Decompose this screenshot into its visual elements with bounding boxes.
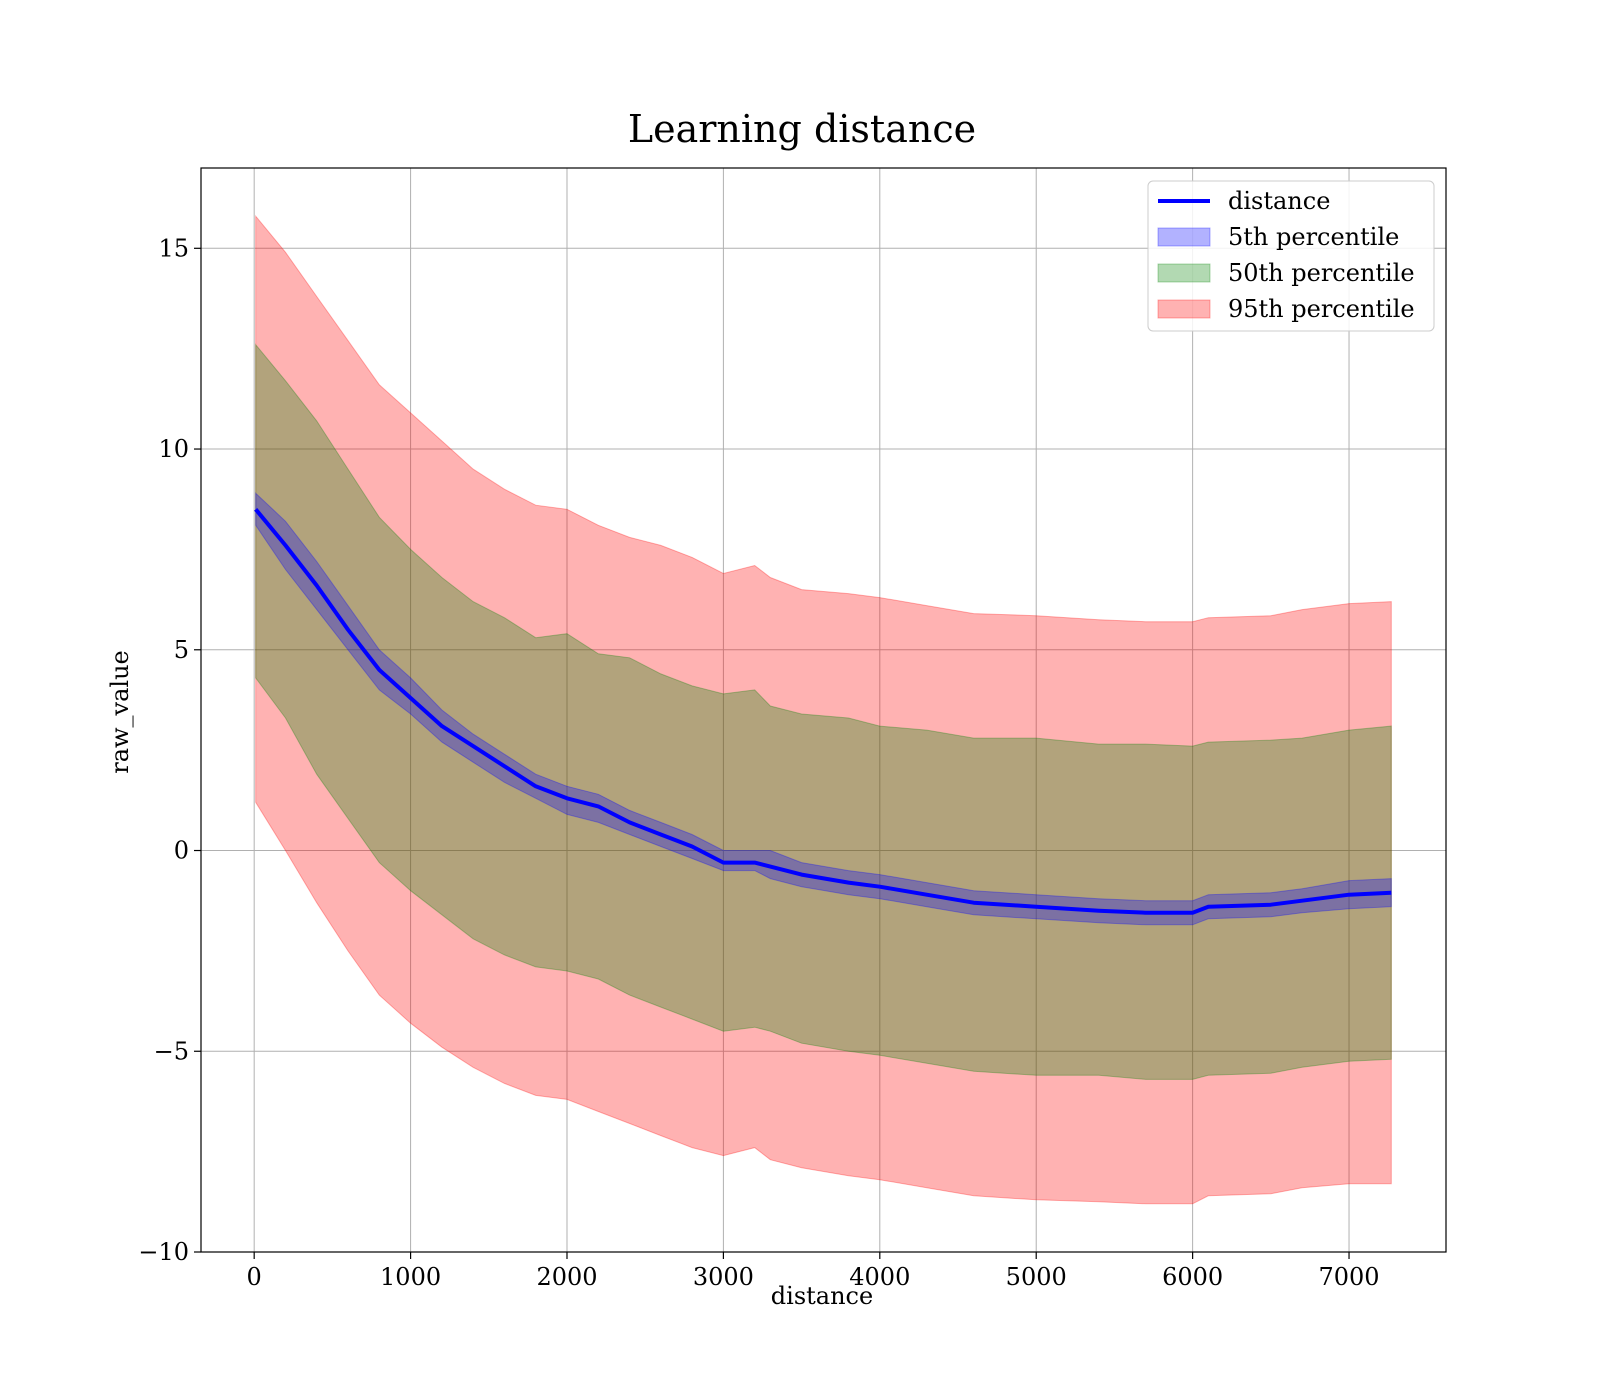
legend-swatch-50th-percentile	[1157, 263, 1211, 283]
band-5th-percentile	[255, 492, 1392, 926]
legend-label-50th-percentile: 50th percentile	[1228, 259, 1415, 287]
percentile-bands	[255, 214, 1392, 1205]
y-tick-label-3: 5	[174, 636, 189, 664]
legend-label-95th-percentile: 95th percentile	[1228, 295, 1415, 323]
x-tick-label-7: 7000	[1318, 1263, 1379, 1291]
legend-swatch-95th-percentile	[1157, 299, 1211, 319]
x-tick-label-5: 5000	[1006, 1263, 1067, 1291]
y-tick-label-2: 0	[174, 837, 189, 865]
x-tick-label-3: 3000	[693, 1263, 754, 1291]
x-tick-label-0: 0	[247, 1263, 262, 1291]
x-axis-ticks: 0 1000 2000 3000 4000 5000 6000 7000	[247, 1252, 1380, 1291]
legend-label-distance: distance	[1228, 187, 1330, 215]
x-axis-label: distance	[771, 1282, 873, 1310]
legend-swatch-5th-percentile	[1157, 227, 1211, 247]
legend: distance 5th percentile 50th percentile 95t…	[1147, 180, 1435, 332]
x-tick-label-4: 4000	[849, 1263, 910, 1291]
band-95th-percentile	[255, 214, 1392, 1205]
x-tick-label-2: 2000	[536, 1263, 597, 1291]
y-tick-label-5: 15	[158, 234, 189, 262]
x-tick-label-6: 6000	[1162, 1263, 1223, 1291]
y-tick-label-1: −5	[154, 1037, 189, 1065]
distance-line	[254, 508, 1392, 915]
y-tick-label-0: −10	[138, 1238, 189, 1266]
chart-title: Learning distance	[628, 107, 976, 151]
y-tick-label-4: 10	[158, 435, 189, 463]
y-axis-label: raw_value	[106, 650, 134, 774]
legend-box	[1147, 180, 1435, 332]
plot-frame	[200, 167, 1447, 1253]
y-axis-ticks: −10 −5 0 5 10 15	[138, 234, 201, 1266]
band-50th-percentile	[255, 343, 1392, 1080]
x-tick-label-1: 1000	[380, 1263, 441, 1291]
legend-label-5th-percentile: 5th percentile	[1228, 223, 1399, 251]
distance-series	[254, 508, 1392, 915]
